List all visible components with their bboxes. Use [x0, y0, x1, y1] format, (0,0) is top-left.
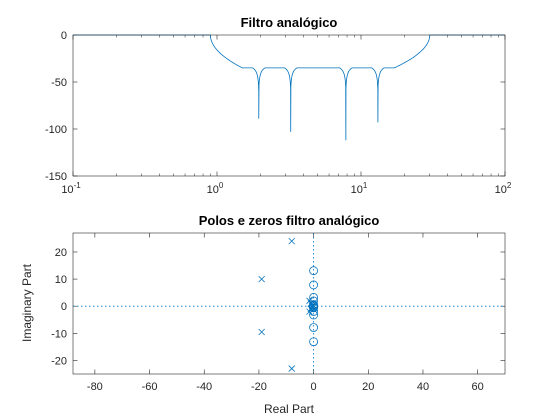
y-tick-label: -150: [45, 171, 67, 183]
zero-marker: [309, 337, 319, 347]
zero-marker: [309, 280, 319, 290]
x-tick-label: 40: [417, 381, 429, 393]
y-tick-label: -100: [45, 124, 67, 136]
y-tick-label: 0: [61, 30, 67, 42]
pole-marker: [309, 304, 317, 311]
zero-marker: [309, 302, 319, 312]
x-tick-label: 102: [495, 181, 512, 196]
pole-marker: [309, 301, 317, 309]
x-axis-label: Real Part: [264, 402, 315, 416]
pole-marker: [258, 275, 265, 283]
pole-zero-axes: -80 -60 -40 -20 0 20 40 60 20 10 0 -10 -20 Polos e z…: [20, 213, 506, 416]
pole-zero-plot-background: [73, 233, 505, 374]
pole-zero-ticks: -80 -60 -40 -20 0 20 40 60 20 10 0 -10 -20: [51, 233, 505, 393]
x-tick-label: -60: [142, 381, 158, 393]
magnitude-title: Filtro analógico: [241, 15, 338, 30]
zero-marker: [309, 323, 319, 332]
pole-zero-markers: [258, 237, 319, 372]
pole-marker: [288, 237, 296, 245]
x-tick-label: 20: [362, 381, 374, 393]
x-tick-label: 60: [472, 381, 484, 393]
x-tick-label: -40: [196, 381, 212, 393]
y-tick-label: -10: [51, 328, 67, 340]
y-tick-label: -50: [51, 77, 67, 89]
magnitude-axes: 10-1 100 101 102 0 -50 -100 -150 Filtro analógi…: [45, 15, 512, 196]
x-tick-label: 101: [351, 181, 368, 196]
x-tick-label: -20: [251, 381, 267, 393]
pole-zero-title: Polos e zeros filtro analógico: [199, 213, 380, 228]
pole-marker: [258, 328, 265, 336]
x-tick-label: 0: [311, 381, 317, 393]
zero-marker: [309, 266, 319, 276]
pole-zero-axes-box: [72, 232, 506, 375]
y-tick-label: -20: [51, 355, 67, 367]
x-tick-label: 100: [207, 181, 224, 196]
y-tick-label: 10: [55, 274, 67, 286]
x-tick-label: 10-1: [61, 181, 81, 196]
pole-marker: [288, 365, 296, 372]
y-tick-label: 0: [61, 301, 67, 313]
y-axis-label: Imaginary Part: [20, 263, 34, 342]
y-tick-label: 20: [55, 247, 67, 259]
x-tick-label: -80: [87, 381, 103, 393]
magnitude-plot-background: [73, 35, 505, 176]
magnitude-axes-box: [72, 34, 506, 177]
